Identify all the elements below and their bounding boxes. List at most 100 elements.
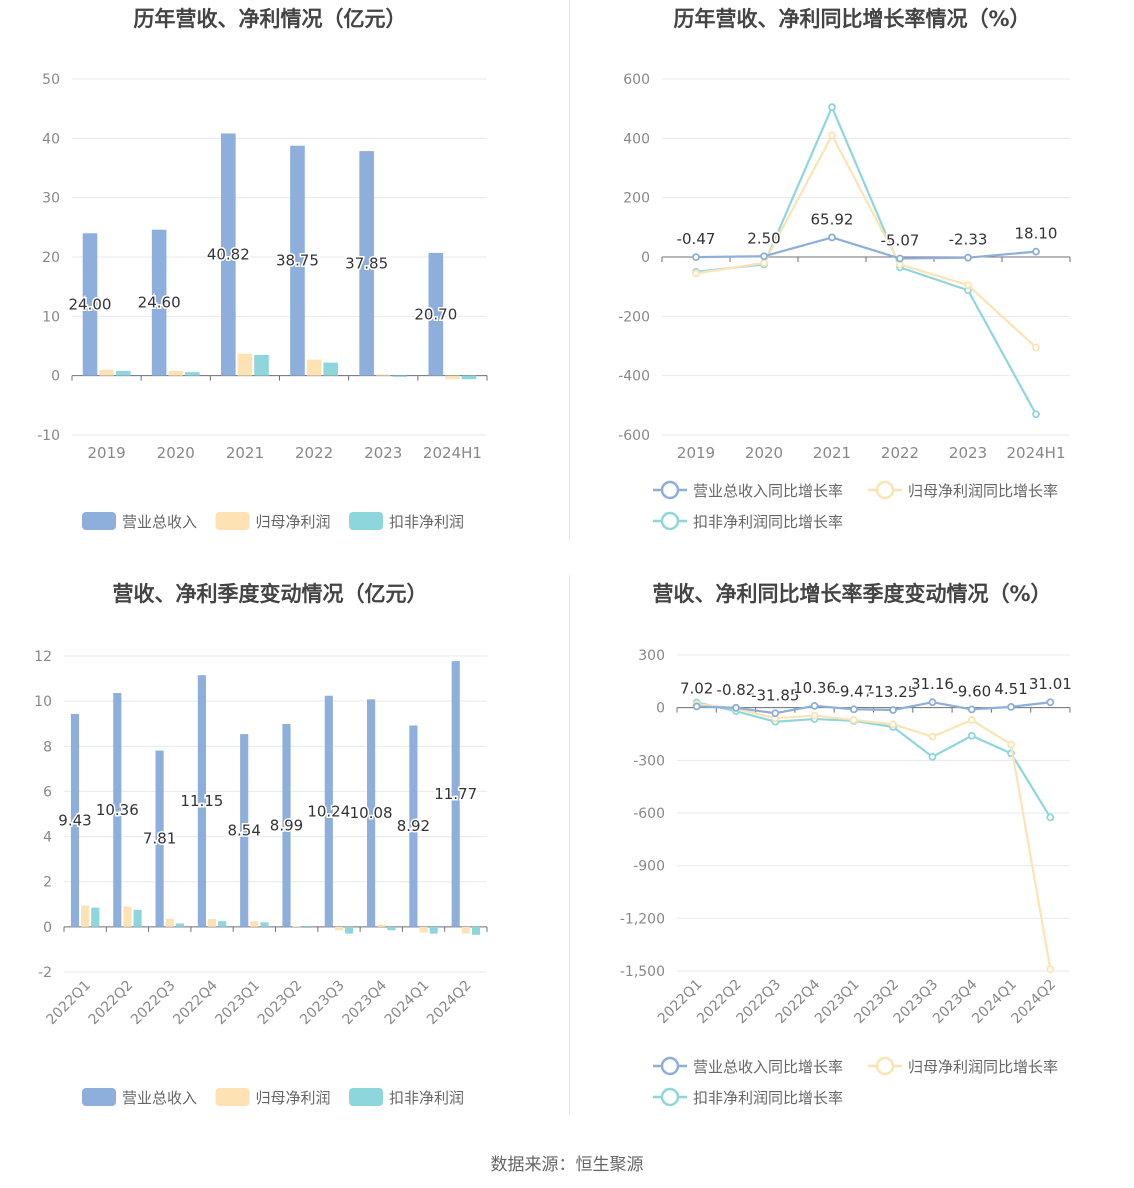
y-tick-label: -200 xyxy=(618,309,650,325)
data-label-revenue: -13.25 xyxy=(869,683,917,701)
bar-net-profit xyxy=(419,926,428,933)
y-tick-label: 40 xyxy=(42,131,60,147)
legend-label-deducted-profit: 扣非净利润 xyxy=(389,513,464,531)
data-label-revenue: 10.36 xyxy=(96,801,139,819)
quarterly-bar-panel: 营收、净利季度变动情况（亿元） -2 0 2 4 6 8 10 12 2022Q1 2022Q2 20… xyxy=(0,575,567,1150)
y-tick-label: -300 xyxy=(633,753,665,769)
bar-revenue xyxy=(197,675,206,927)
y-tick-label: 50 xyxy=(42,72,60,88)
bar-net-profit xyxy=(250,921,259,927)
quarterly-growth-rate-chart: 营收、净利同比增长率季度变动情况（%） -1,500 -1,200 -900 -600 -… xyxy=(620,582,1073,1107)
x-tick-label: 2024Q1 xyxy=(382,978,433,1029)
point-net-profit xyxy=(889,720,898,729)
x-tick-label: 2022Q3 xyxy=(128,978,179,1029)
point-deducted-profit xyxy=(1032,410,1040,419)
point-net-profit xyxy=(828,131,836,140)
x-tick-label: 2023Q3 xyxy=(297,978,348,1029)
data-label-revenue: -9.60 xyxy=(952,682,991,700)
point-revenue xyxy=(964,253,972,262)
bar-deducted-profit xyxy=(260,922,269,927)
line-revenue xyxy=(695,236,1037,260)
quarterly-revenue-profit-chart: 营收、净利季度变动情况（亿元）-20246810122022Q12022Q220… xyxy=(34,582,488,1107)
point-revenue xyxy=(828,233,836,242)
x-tick-label: 2024H1 xyxy=(1007,444,1066,462)
chart-title: 历年营收、净利情况（亿元） xyxy=(134,7,407,31)
legend-swatch-net-profit xyxy=(215,512,250,530)
y-tick-label: 30 xyxy=(42,191,60,207)
data-label-revenue: -5.07 xyxy=(881,232,920,250)
bar-net-profit xyxy=(123,906,132,927)
point-net-profit xyxy=(1046,965,1055,974)
bar-deducted-profit xyxy=(133,909,142,927)
x-tick-label: 2022Q1 xyxy=(43,978,94,1029)
bar-net-profit xyxy=(375,374,391,376)
data-label-revenue: 10.08 xyxy=(350,804,393,822)
data-label-revenue: 10.36 xyxy=(793,679,836,697)
point-revenue xyxy=(849,705,858,714)
bar-deducted-profit xyxy=(115,370,131,376)
data-label-revenue: 31.01 xyxy=(1029,675,1072,693)
bar-revenue xyxy=(409,725,418,927)
legend-label-net-profit: 归母净利润 xyxy=(256,513,331,531)
x-tick-label: 2024H1 xyxy=(423,444,482,462)
point-deducted-profit xyxy=(928,752,937,761)
point-deducted-profit xyxy=(967,731,976,740)
x-tick-label: 2023Q1 xyxy=(213,978,264,1029)
line-revenue xyxy=(696,701,1051,715)
legend-label-deducted-profit: 扣非净利润同比增长率 xyxy=(693,1089,843,1107)
data-label-revenue: -0.82 xyxy=(717,681,756,699)
annual-bar-panel: 历年营收、净利情况（亿元） -10 0 10 20 30 40 50 2019 2020 2021 2… xyxy=(0,0,567,575)
data-label-revenue: 9.43 xyxy=(58,811,91,829)
data-label-revenue: 11.77 xyxy=(434,785,477,803)
point-revenue xyxy=(1007,702,1015,711)
bar-deducted-profit xyxy=(302,926,311,928)
x-tick-label: 2023 xyxy=(364,444,402,462)
point-net-profit xyxy=(964,281,972,290)
y-tick-label: 0 xyxy=(641,250,650,266)
y-tick-label: 0 xyxy=(51,369,60,385)
x-tick-label: 2022 xyxy=(295,444,333,462)
line-net-profit xyxy=(696,703,1052,970)
data-label-revenue: 4.51 xyxy=(994,680,1027,698)
line-net-profit xyxy=(695,133,1037,349)
point-deducted-profit xyxy=(1046,813,1055,822)
bar-net-profit xyxy=(292,926,301,928)
x-tick-label: 2023Q2 xyxy=(255,978,306,1029)
y-tick-label: 0 xyxy=(656,701,665,717)
data-label-revenue: 8.92 xyxy=(397,817,430,835)
x-tick-label: 2019 xyxy=(87,444,125,462)
y-tick-label: 4 xyxy=(43,830,52,846)
y-tick-label: 10 xyxy=(42,309,60,325)
legend-marker-deducted-profit xyxy=(660,511,680,531)
legend-swatch-revenue xyxy=(82,1088,116,1106)
y-tick-label: 20 xyxy=(42,250,60,266)
data-label-revenue: -31.85 xyxy=(751,686,799,704)
bar-revenue xyxy=(70,714,80,927)
point-net-profit xyxy=(849,716,858,724)
bar-revenue xyxy=(151,229,167,376)
bar-revenue xyxy=(428,252,444,376)
point-revenue xyxy=(810,701,819,710)
point-revenue xyxy=(760,252,768,261)
data-label-revenue: 7.02 xyxy=(680,679,713,697)
legend-label-net-profit: 归母净利润 xyxy=(256,1089,331,1107)
data-label-revenue: 2.50 xyxy=(747,229,780,247)
data-label-revenue: -2.33 xyxy=(949,231,988,249)
annual-growth-panel: 历年营收、净利同比增长率情况（%） -600 -400 -200 0 200 400 600 2… xyxy=(567,0,1134,575)
bar-deducted-profit xyxy=(471,926,481,935)
y-tick-label: 300 xyxy=(638,648,665,664)
data-label-revenue: 24.00 xyxy=(69,295,112,313)
y-tick-label: -900 xyxy=(633,859,665,875)
x-tick-label: 2020 xyxy=(157,444,195,462)
bar-revenue xyxy=(367,699,376,927)
data-source-note: 数据来源：恒生聚源 xyxy=(490,1155,644,1175)
vertical-divider-top xyxy=(569,0,570,540)
point-net-profit xyxy=(810,711,819,720)
legend-label-revenue: 营业总收入 xyxy=(122,1089,197,1107)
legend-label-deducted-profit: 扣非净利润同比增长率 xyxy=(693,513,843,531)
y-tick-label: 400 xyxy=(623,131,650,147)
y-tick-label: 2 xyxy=(43,875,52,891)
x-tick-label: 2019 xyxy=(677,444,715,462)
chart-title: 营收、净利同比增长率季度变动情况（%） xyxy=(652,582,1051,606)
data-label-revenue: 24.60 xyxy=(138,294,181,312)
